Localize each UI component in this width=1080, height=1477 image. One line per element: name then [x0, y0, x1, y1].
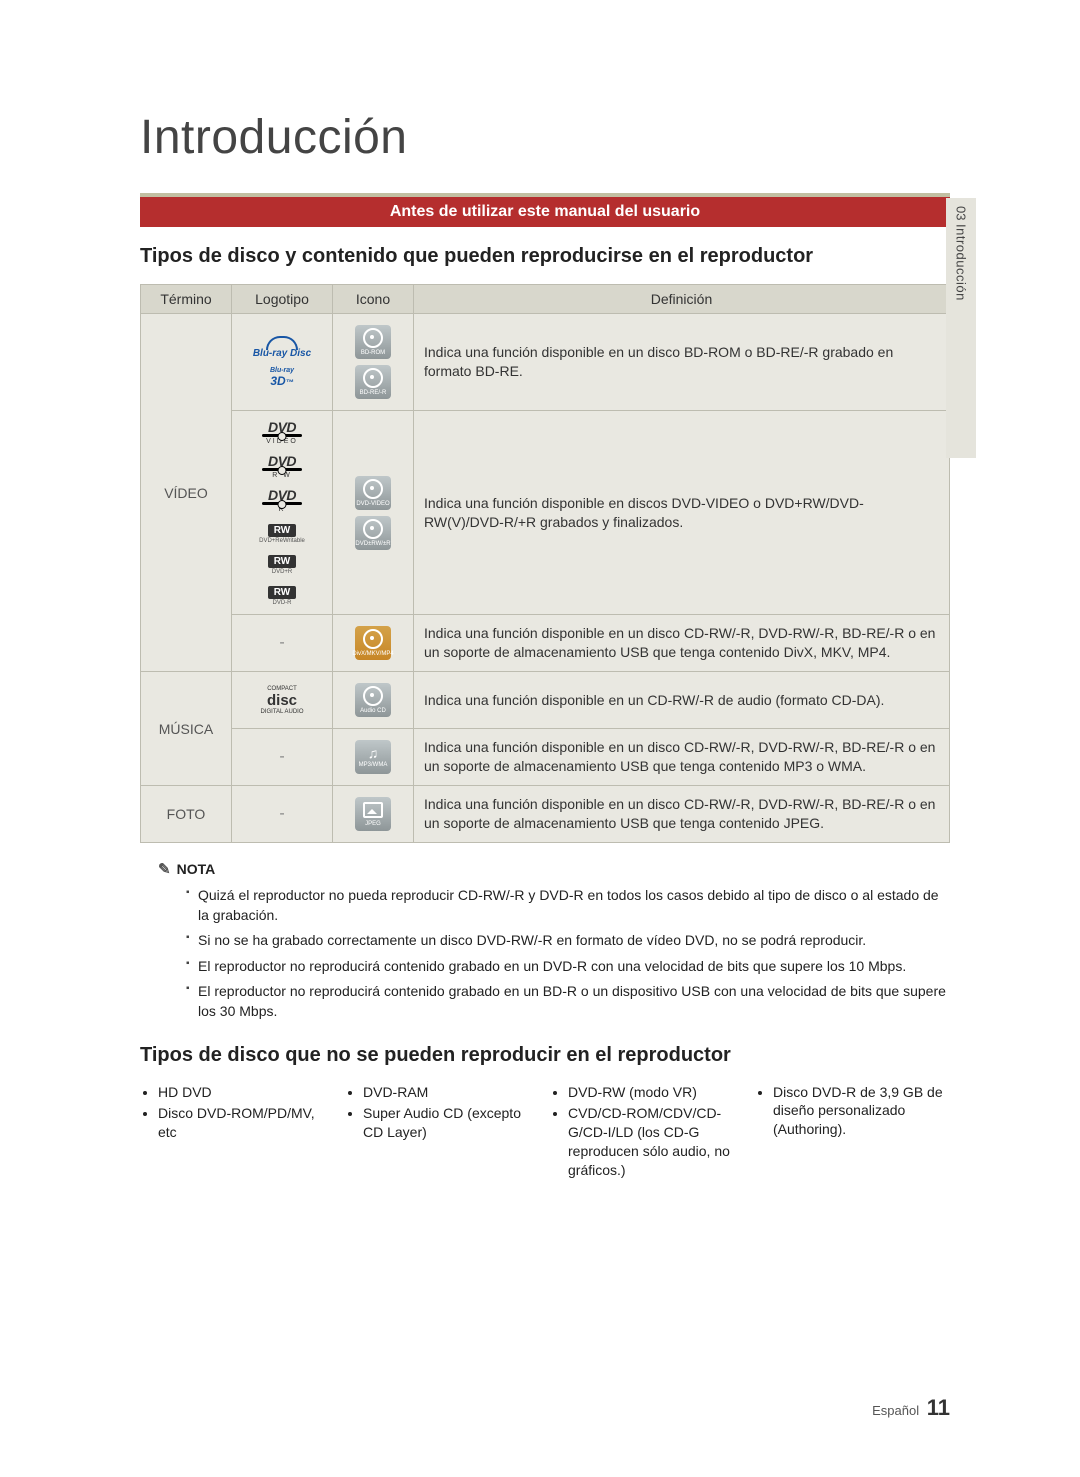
list-item: HD DVD: [158, 1083, 335, 1102]
icon-cell-dvd: DVD-VIDEO DVD±RW/±R: [333, 411, 414, 615]
icon-cell-jpeg: JPEG: [333, 786, 414, 843]
list-item: CVD/CD-ROM/CDV/CD-G/CD-I/LD (los CD-G re…: [568, 1104, 745, 1180]
note-block: ✎ NOTA Quizá el reproductor no pueda rep…: [140, 859, 950, 1022]
rw-badge-sub1: DVD+ReWritable: [259, 538, 305, 544]
bluray-disc-logo: Blu-ray Disc: [253, 336, 311, 359]
note-heading: ✎ NOTA: [140, 859, 950, 880]
footer-language: Español: [872, 1403, 919, 1418]
bdre-icon: BD-RE/-R: [355, 365, 391, 399]
th-icon: Icono: [333, 285, 414, 314]
th-term: Término: [141, 285, 232, 314]
section-banner: Antes de utilizar este manual del usuari…: [140, 193, 950, 227]
side-tab-number: 03: [954, 206, 969, 220]
logo-cell-mp3: -: [232, 729, 333, 786]
term-photo: FOTO: [141, 786, 232, 843]
table-row: - ♫MP3/WMA Indica una función disponible…: [141, 729, 950, 786]
def-jpeg: Indica una función disponible en un disc…: [414, 786, 950, 843]
bdre-icon-label: BD-RE/-R: [360, 390, 387, 396]
list-item: DVD-RW (modo VR): [568, 1083, 745, 1102]
bluray-3d-top: Blu-ray: [270, 367, 294, 374]
list-item: Disco DVD-R de 3,9 GB de diseño personal…: [773, 1083, 950, 1140]
logo-cell-bluray: Blu-ray Disc Blu-ray 3D™: [232, 314, 333, 411]
rw-badge-label: RW: [268, 524, 296, 537]
note-item: Quizá el reproductor no pueda reproducir…: [186, 886, 950, 925]
table-row: - DivX/MKV/MP4 Indica una función dispon…: [141, 615, 950, 672]
note-title: NOTA: [177, 860, 216, 880]
bluray-3d-logo: Blu-ray 3D™: [270, 367, 294, 388]
cd-logo-main: disc: [267, 692, 297, 709]
audiocd-icon: Audio CD: [355, 683, 391, 717]
footer-page-number: 11: [927, 1395, 950, 1420]
icon-cell-divx: DivX/MKV/MP4: [333, 615, 414, 672]
mp3-icon: ♫MP3/WMA: [355, 740, 391, 774]
dvd-video-logo: DVD VIDEO: [262, 419, 302, 445]
dvdrw-icon-label: DVD±RW/±R: [355, 541, 390, 547]
table-row: VÍDEO Blu-ray Disc Blu-ray 3D™ B: [141, 314, 950, 411]
term-video: VÍDEO: [141, 314, 232, 672]
bdrom-icon: BD-ROM: [355, 325, 391, 359]
dvd-r-logo: DVD R: [262, 487, 302, 513]
bluray-disc-label: Blu-ray Disc: [253, 348, 311, 359]
unplayable-col-3: DVD-RW (modo VR) CVD/CD-ROM/CDV/CD-G/CD-…: [550, 1083, 745, 1183]
jpeg-icon-label: JPEG: [365, 821, 381, 827]
page-footer: Español 11: [140, 1395, 950, 1421]
dvdvideo-icon-label: DVD-VIDEO: [356, 501, 389, 507]
term-music: MÚSICA: [141, 672, 232, 786]
rw-badge-sub2: DVD+R: [268, 569, 296, 575]
divx-icon-label: DivX/MKV/MP4: [352, 651, 393, 657]
rw-badge-2: RWDVD+R: [268, 552, 296, 575]
def-mp3: Indica una función disponible en un disc…: [414, 729, 950, 786]
mp3-icon-label: MP3/WMA: [359, 762, 388, 768]
rw-badge-label3: RW: [268, 586, 296, 599]
rw-badge-3: RWDVD-R: [268, 583, 296, 606]
subheading-playable: Tipos de disco y contenido que pueden re…: [140, 245, 950, 268]
disc-compatibility-table: Término Logotipo Icono Definición VÍDEO …: [140, 284, 950, 843]
note-item: El reproductor no reproducirá contenido …: [186, 957, 950, 977]
dvdrw-icon: DVD±RW/±R: [355, 516, 391, 550]
th-logo: Logotipo: [232, 285, 333, 314]
table-row: FOTO - JPEG Indica una función disponibl…: [141, 786, 950, 843]
icon-cell-cdda: Audio CD: [333, 672, 414, 729]
def-divx: Indica una función disponible en un disc…: [414, 615, 950, 672]
dvd-rw-logo: DVD R W: [262, 453, 302, 479]
table-row: MÚSICA COMPACT disc DIGITAL AUDIO Audio …: [141, 672, 950, 729]
note-item: El reproductor no reproducirá contenido …: [186, 982, 950, 1021]
cd-logo-btm: DIGITAL AUDIO: [242, 709, 322, 715]
table-row: DVD VIDEO DVD R W DVD R: [141, 411, 950, 615]
manual-page: 03 Introducción Introducción Antes de ut…: [0, 0, 1080, 1477]
icon-cell-bd: BD-ROM BD-RE/-R: [333, 314, 414, 411]
bluray-3d-main: 3D: [270, 374, 285, 388]
icon-cell-mp3: ♫MP3/WMA: [333, 729, 414, 786]
page-title: Introducción: [140, 110, 950, 165]
rw-badge-label2: RW: [268, 555, 296, 568]
logo-cell-dvd: DVD VIDEO DVD R W DVD R: [232, 411, 333, 615]
compact-disc-logo: COMPACT disc DIGITAL AUDIO: [242, 686, 322, 715]
rw-badge-1: RWDVD+ReWritable: [259, 521, 305, 544]
unplayable-col-2: DVD-RAM Super Audio CD (excepto CD Layer…: [345, 1083, 540, 1183]
side-tab: 03 Introducción: [946, 198, 976, 458]
list-item: Super Audio CD (excepto CD Layer): [363, 1104, 540, 1142]
dvdvideo-icon: DVD-VIDEO: [355, 476, 391, 510]
unplayable-col-4: Disco DVD-R de 3,9 GB de diseño personal…: [755, 1083, 950, 1183]
pencil-icon: ✎: [158, 859, 171, 880]
def-cdda: Indica una función disponible en un CD-R…: [414, 672, 950, 729]
logo-cell-jpeg: -: [232, 786, 333, 843]
subheading-unplayable: Tipos de disco que no se pueden reproduc…: [140, 1044, 950, 1067]
audiocd-icon-label: Audio CD: [360, 708, 386, 714]
jpeg-icon: JPEG: [355, 797, 391, 831]
logo-cell-cd: COMPACT disc DIGITAL AUDIO: [232, 672, 333, 729]
list-item: Disco DVD-ROM/PD/MV, etc: [158, 1104, 335, 1142]
def-dvd: Indica una función disponible en discos …: [414, 411, 950, 615]
th-def: Definición: [414, 285, 950, 314]
list-item: DVD-RAM: [363, 1083, 540, 1102]
divx-icon: DivX/MKV/MP4: [355, 626, 391, 660]
bdrom-icon-label: BD-ROM: [361, 350, 385, 356]
unplayable-col-1: HD DVD Disco DVD-ROM/PD/MV, etc: [140, 1083, 335, 1183]
rw-badge-sub3: DVD-R: [268, 600, 296, 606]
unplayable-columns: HD DVD Disco DVD-ROM/PD/MV, etc DVD-RAM …: [140, 1083, 950, 1183]
note-item: Si no se ha grabado correctamente un dis…: [186, 931, 950, 951]
side-tab-label: Introducción: [954, 224, 969, 301]
def-bd: Indica una función disponible en un disc…: [414, 314, 950, 411]
logo-cell-divx: -: [232, 615, 333, 672]
